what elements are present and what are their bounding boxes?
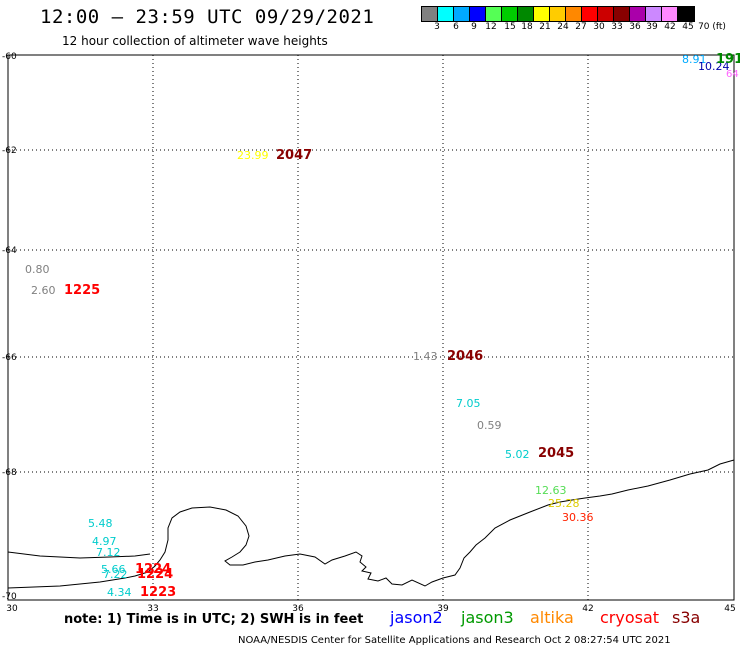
wave-height-value: 10.24 xyxy=(698,60,730,73)
legend-label: 70 (ft) xyxy=(698,22,726,32)
map-title: 12:00 – 23:59 UTC 09/29/2021 xyxy=(40,6,375,28)
wave-height-value: 5.02 xyxy=(505,448,530,461)
satellite-legend-jason2: jason2 xyxy=(390,608,443,627)
wave-height-value: 0.59 xyxy=(477,419,502,432)
coastline xyxy=(7,459,735,589)
satellite-legend-s3a: s3a xyxy=(672,608,701,627)
color-legend-labels: 3 6 9 12 15 18 21 24 27 30 33 36 39 42 4… xyxy=(421,22,740,34)
legend-swatch xyxy=(502,7,518,21)
legend-swatch xyxy=(486,7,502,21)
map-frame xyxy=(7,54,735,601)
satellite-legend-altika: altika xyxy=(530,608,574,627)
legend-label: 24 xyxy=(557,22,569,32)
pass-time-tag: 2045 xyxy=(538,446,575,461)
legend-swatch xyxy=(438,7,454,21)
legend-swatch xyxy=(470,7,486,21)
legend-label: 45 xyxy=(682,22,694,32)
pass-time-tag: 191 xyxy=(716,52,740,67)
graticule xyxy=(8,55,734,600)
lon-label: 30 xyxy=(6,604,18,614)
legend-swatch xyxy=(518,7,534,21)
legend-swatch xyxy=(598,7,614,21)
lon-label: 36 xyxy=(292,604,304,614)
lat-label: -68 xyxy=(2,468,17,478)
legend-swatch xyxy=(566,7,582,21)
legend-swatch xyxy=(646,7,662,21)
lon-label: 33 xyxy=(147,604,159,614)
pass-time-tag: 2046 xyxy=(447,349,484,364)
pass-time-tag: 1224 xyxy=(137,567,174,582)
legend-swatch xyxy=(630,7,646,21)
lat-label: -66 xyxy=(2,353,17,363)
footer-note: note: 1) Time is in UTC; 2) SWH is in fe… xyxy=(64,612,364,627)
legend-swatch xyxy=(582,7,598,21)
legend-label: 12 xyxy=(485,22,497,32)
pass-time-tag: 1223 xyxy=(140,585,177,600)
wave-height-value: 2.60 xyxy=(31,284,56,297)
legend-label: 27 xyxy=(575,22,587,32)
pass-time-tag: 2047 xyxy=(276,148,313,163)
wave-height-value: 8.91 xyxy=(682,53,707,66)
wave-height-value: 4.97 xyxy=(92,535,117,548)
wave-height-value: 5.48 xyxy=(88,517,113,530)
map-subtitle: 12 hour collection of altimeter wave hei… xyxy=(62,34,328,48)
lat-label: -60 xyxy=(2,52,17,62)
satellite-legend-cryosat: cryosat xyxy=(600,608,660,627)
pass-time-tag: 1225 xyxy=(64,283,101,298)
wave-height-value: 7.05 xyxy=(456,397,481,410)
legend-label: 30 xyxy=(593,22,605,32)
legend-label: 9 xyxy=(471,22,477,32)
legend-swatch xyxy=(678,7,694,21)
wave-height-value: 7.22 xyxy=(103,568,128,581)
pass-time-tag: 1224 xyxy=(135,562,172,577)
legend-label: 18 xyxy=(521,22,533,32)
wave-height-value: 7.12 xyxy=(96,546,121,559)
lat-label: -62 xyxy=(2,146,17,156)
legend-label: 21 xyxy=(539,22,551,32)
legend-swatch xyxy=(422,7,438,21)
lon-label: 39 xyxy=(437,604,449,614)
satellite-legend-jason3: jason3 xyxy=(461,608,514,627)
credit-line: NOAA/NESDIS Center for Satellite Applica… xyxy=(238,635,671,646)
wave-height-value: 25.28 xyxy=(548,497,580,510)
legend-label: 6 xyxy=(453,22,459,32)
legend-swatch xyxy=(550,7,566,21)
legend-swatch xyxy=(454,7,470,21)
lon-label: 45 xyxy=(724,604,736,614)
legend-label: 42 xyxy=(664,22,676,32)
legend-swatch xyxy=(662,7,678,21)
legend-label: 3 xyxy=(434,22,440,32)
wave-height-value: 30.36 xyxy=(562,511,594,524)
legend-label: 39 xyxy=(646,22,658,32)
lon-label: 42 xyxy=(582,604,594,614)
wave-height-value: 12.63 xyxy=(535,484,567,497)
wave-height-value: 23.99 xyxy=(237,149,269,162)
lat-label: -64 xyxy=(2,246,17,256)
lat-label: -70 xyxy=(2,592,17,602)
legend-label: 33 xyxy=(611,22,623,32)
wave-height-value: 64 xyxy=(726,69,739,80)
wave-height-value: 5.66 xyxy=(101,563,126,576)
legend-swatch xyxy=(534,7,550,21)
wave-height-value: 1.43 xyxy=(413,350,438,363)
legend-label: 15 xyxy=(504,22,516,32)
coastline-spur xyxy=(7,551,151,559)
wave-height-value: 0.80 xyxy=(25,263,50,276)
wave-height-value: 4.34 xyxy=(107,586,132,599)
legend-swatch xyxy=(614,7,630,21)
color-legend-bar xyxy=(421,6,695,22)
legend-label: 36 xyxy=(629,22,641,32)
